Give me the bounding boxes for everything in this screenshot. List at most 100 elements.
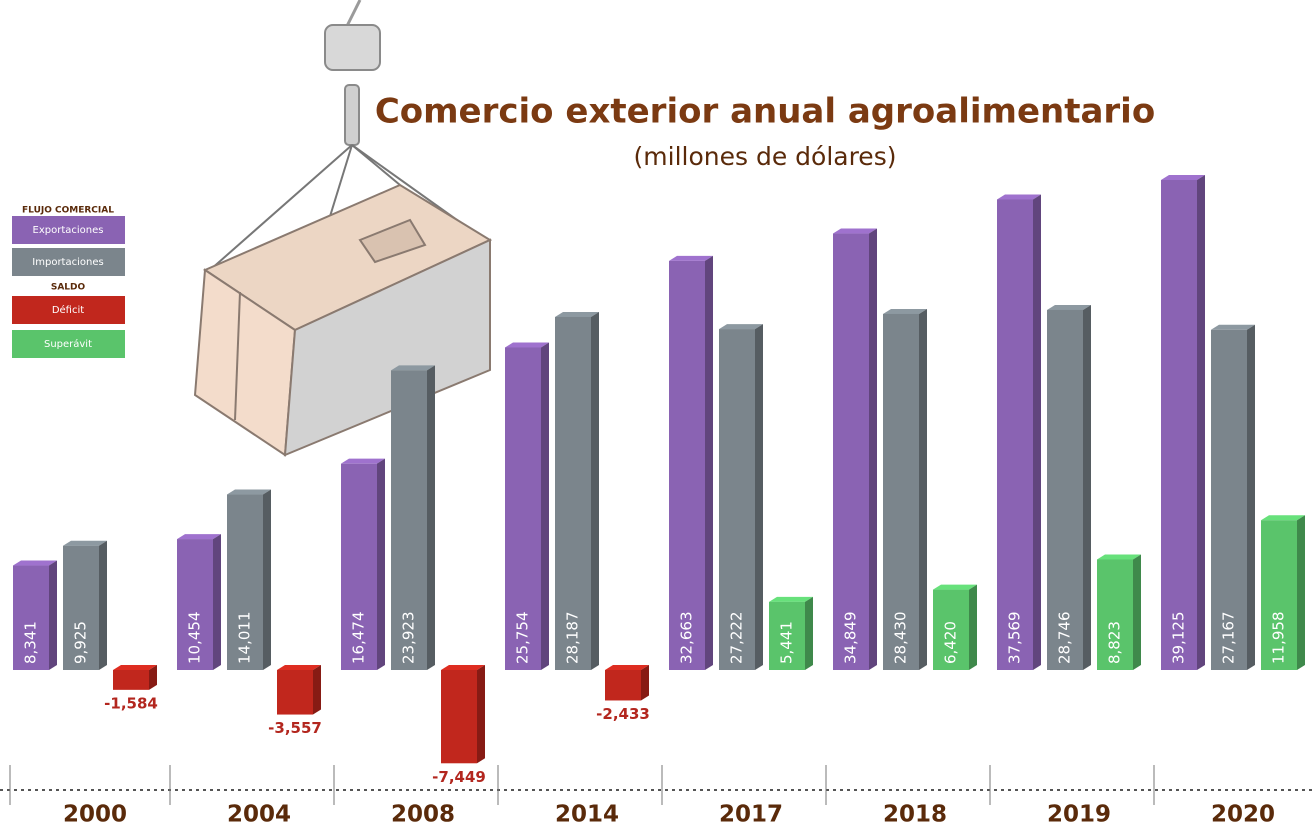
bar-depth-top xyxy=(719,324,763,330)
bar-depth-side xyxy=(919,308,927,670)
bar-depth-top xyxy=(277,665,321,670)
value-label: -1,584 xyxy=(104,694,158,712)
bar-depth-side xyxy=(377,458,385,670)
legend-label: Déficit xyxy=(52,304,84,316)
x-tick-label: 2017 xyxy=(719,802,783,828)
bar xyxy=(933,589,969,670)
bar xyxy=(505,347,541,670)
value-label: -7,449 xyxy=(432,768,486,786)
bar-depth-side xyxy=(869,228,877,670)
bar-depth-side xyxy=(1297,515,1305,670)
bar-depth-top xyxy=(1261,515,1305,521)
bar-depth-side xyxy=(49,560,57,670)
value-label: 37,569 xyxy=(1006,612,1024,665)
bar xyxy=(669,260,705,670)
value-label: -2,433 xyxy=(596,705,650,723)
value-label: 39,125 xyxy=(1170,612,1188,665)
value-label: 14,011 xyxy=(236,612,254,665)
value-label: 25,754 xyxy=(514,612,532,665)
bar-depth-side xyxy=(969,584,977,670)
x-tick-label: 2019 xyxy=(1047,802,1111,828)
bar-depth-side xyxy=(1247,324,1255,670)
bar-depth-top xyxy=(605,665,649,670)
value-label: 11,958 xyxy=(1270,612,1288,665)
x-tick-label: 2014 xyxy=(555,802,619,828)
value-label: 16,474 xyxy=(350,612,368,665)
bar-depth-top xyxy=(933,584,977,590)
bar xyxy=(1161,180,1197,670)
bar xyxy=(391,370,427,670)
bar-depth-side xyxy=(1033,194,1041,670)
bar-depth-side xyxy=(805,596,813,670)
bar xyxy=(555,316,591,670)
bar-depth-side xyxy=(541,342,549,670)
bar-depth-top xyxy=(883,308,927,314)
bar-depth-top xyxy=(1161,175,1205,180)
bar-depth-top xyxy=(997,194,1041,200)
x-tick-label: 2000 xyxy=(63,802,127,828)
bar-depth-side xyxy=(477,665,485,764)
value-label: -3,557 xyxy=(268,719,322,737)
bar-depth-side xyxy=(263,489,271,670)
legend-label: Importaciones xyxy=(32,257,103,268)
bar-depth-side xyxy=(99,540,107,670)
bar-depth-side xyxy=(213,534,221,670)
bar xyxy=(833,233,869,670)
chart-title: Comercio exterior anual agroalimentario xyxy=(375,92,1155,132)
bar-depth-top xyxy=(555,311,599,317)
legend-swatch xyxy=(12,216,125,244)
value-label: 28,430 xyxy=(892,612,910,665)
value-label: 28,746 xyxy=(1056,612,1074,665)
bar xyxy=(1211,329,1247,670)
chart-subtitle: (millones de dólares) xyxy=(634,142,897,171)
legend-swatch xyxy=(12,248,125,276)
legend-group-title: SALDO xyxy=(51,283,86,293)
legend-swatch xyxy=(12,330,125,358)
bar xyxy=(441,670,477,764)
value-label: 8,823 xyxy=(1106,621,1124,664)
value-label: 23,923 xyxy=(400,612,418,665)
legend-label: Superávit xyxy=(44,338,92,350)
bar xyxy=(1261,520,1297,670)
bar-depth-top xyxy=(769,596,813,602)
bar-depth-side xyxy=(1083,304,1091,670)
bar-depth-top xyxy=(1211,324,1255,330)
bar xyxy=(13,565,49,670)
value-label: 27,167 xyxy=(1220,612,1238,665)
bar-depth-side xyxy=(591,311,599,670)
container-illustration xyxy=(193,0,493,457)
bar-depth-side xyxy=(705,255,713,670)
bar xyxy=(177,539,213,670)
bar xyxy=(605,670,641,701)
bar-depth-side xyxy=(313,665,321,715)
bar xyxy=(227,494,263,670)
value-label: 10,454 xyxy=(186,612,204,665)
bar xyxy=(63,545,99,670)
bar xyxy=(113,670,149,690)
bar-depth-top xyxy=(63,540,107,546)
bar-depth-side xyxy=(755,324,763,670)
bar-depth-side xyxy=(1197,175,1205,670)
bar-depth-top xyxy=(1047,304,1091,310)
x-tick-label: 2020 xyxy=(1211,802,1275,828)
legend-label: Exportaciones xyxy=(33,225,104,236)
value-label: 32,663 xyxy=(678,612,696,665)
value-label: 28,187 xyxy=(564,612,582,665)
bar xyxy=(719,329,755,670)
value-label: 34,849 xyxy=(842,612,860,665)
bar-depth-side xyxy=(641,665,649,701)
bar-depth-top xyxy=(227,489,271,495)
bar-depth-top xyxy=(505,342,549,348)
bar xyxy=(1047,309,1083,670)
bar-depth-top xyxy=(833,228,877,234)
bar-depth-top xyxy=(13,560,57,566)
bar-depth-top xyxy=(177,534,221,540)
bar-depth-side xyxy=(427,365,435,670)
bar-depth-top xyxy=(341,458,385,464)
bar xyxy=(997,199,1033,670)
bar xyxy=(1097,559,1133,670)
legend-swatch xyxy=(12,296,125,324)
bar xyxy=(277,670,313,715)
x-tick-label: 2004 xyxy=(227,802,291,828)
